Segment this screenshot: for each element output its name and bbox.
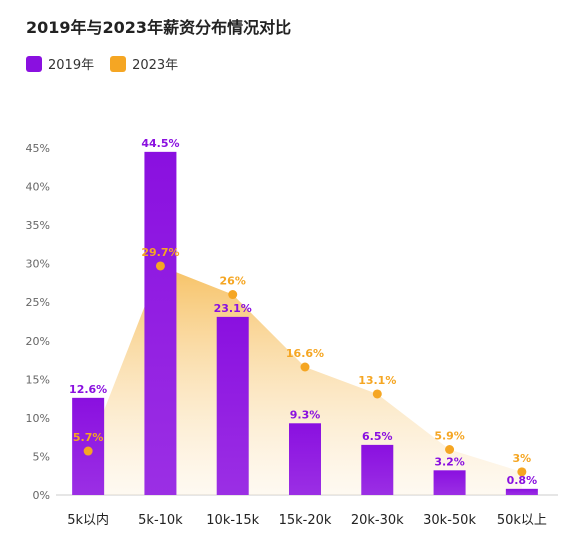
data-label-2023: 29.7% [141,246,179,259]
x-tick-label: 30k-50k [423,513,476,528]
y-tick-label: 35% [26,219,50,232]
bar-2019 [361,444,394,495]
data-label-2019: 44.5% [141,137,179,150]
area-2023 [88,265,522,495]
point-2023 [228,290,238,300]
data-label-2019: 3.2% [434,455,465,468]
chart-title: 2019年与2023年薪资分布情况对比 [26,18,292,37]
point-2023 [517,467,527,477]
data-label-2023: 5.7% [73,431,104,444]
y-tick-label: 5% [33,450,50,463]
data-label-2023: 26% [220,275,246,288]
point-2023 [83,446,93,456]
legend-item-2023[interactable]: 2023年 [110,54,178,73]
bar-2019 [433,470,466,495]
legend-swatch-2019 [26,55,42,72]
y-tick-label: 10% [26,412,50,425]
x-tick-label: 10k-15k [206,513,259,528]
y-tick-label: 25% [26,296,50,309]
legend-item-2019[interactable]: 2019年 [26,54,94,73]
data-label-2019: 6.5% [362,430,393,443]
point-2023 [155,261,165,271]
x-tick-label: 50k以上 [497,513,547,528]
point-2023 [300,362,310,372]
data-label-2019: 0.8% [507,474,538,487]
data-label-2019: 12.6% [69,383,107,396]
legend-label-2019: 2019年 [48,58,95,73]
bar-2019 [144,151,177,495]
data-label-2023: 3% [513,452,532,465]
y-tick-label: 40% [26,181,50,194]
y-tick-label: 20% [26,335,50,348]
data-label-2019: 23.1% [214,302,252,315]
y-tick-label: 15% [26,373,50,386]
x-tick-label: 20k-30k [351,513,404,528]
data-label-2023: 16.6% [286,347,324,360]
bar-2019 [289,423,321,495]
data-label-2023: 5.9% [434,430,465,443]
y-tick-label: 30% [26,258,50,271]
bar-2019 [505,488,538,495]
y-tick-label: 45% [26,142,50,155]
x-tick-label: 5k以内 [67,512,109,528]
y-tick-label: 0% [33,489,50,502]
point-2023 [445,445,455,455]
point-2023 [372,389,382,399]
legend-swatch-2023 [110,55,127,72]
x-tick-label: 15k-20k [279,513,332,528]
bar-2019 [216,316,249,495]
legend-label-2023: 2023年 [132,58,179,73]
legend: 2019年 2023年 [26,54,178,73]
bar-2019 [72,397,105,495]
data-label-2023: 13.1% [358,374,396,387]
data-label-2019: 9.3% [290,408,321,421]
x-tick-label: 5k-10k [138,513,183,528]
